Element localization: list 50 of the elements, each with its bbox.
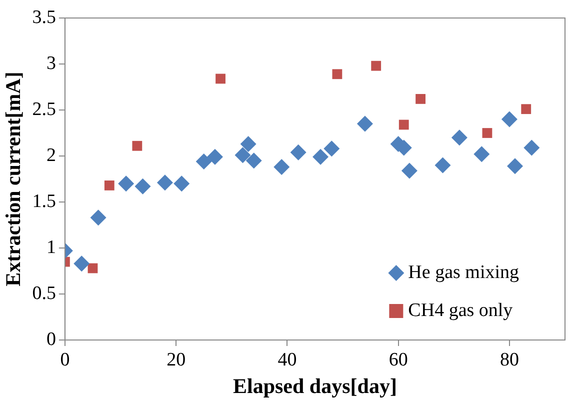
point — [356, 116, 373, 132]
point — [290, 144, 306, 160]
point — [398, 120, 409, 130]
point — [474, 146, 490, 162]
y-tick-label: 0.5 — [32, 282, 56, 304]
point — [174, 176, 190, 192]
x-axis-title: Elapsed days[day] — [232, 374, 397, 398]
y-tick-label: 1.5 — [32, 190, 56, 212]
point — [206, 148, 223, 165]
x-tick-label: 20 — [166, 349, 186, 370]
point — [524, 140, 540, 156]
point — [501, 111, 518, 128]
y-tick-label: 3.5 — [32, 6, 56, 28]
legend-label: CH4 gas only — [408, 300, 514, 321]
y-tick-label: 2 — [46, 144, 56, 166]
y-tick-label: 2.5 — [32, 98, 56, 120]
point — [324, 140, 340, 157]
point — [134, 178, 151, 194]
point — [451, 130, 468, 146]
x-tick-label: 0 — [60, 349, 70, 370]
point — [104, 180, 114, 190]
point — [196, 154, 212, 170]
y-tick-label: 0 — [46, 328, 56, 350]
point — [90, 210, 106, 226]
point — [506, 158, 523, 174]
legend-label: He gas mixing — [408, 262, 520, 283]
point — [234, 147, 251, 164]
point — [246, 152, 262, 169]
y-tick-label: 1 — [46, 236, 56, 258]
point — [434, 157, 451, 174]
point — [371, 60, 382, 71]
point — [132, 140, 142, 151]
point — [416, 94, 426, 104]
point — [216, 74, 226, 84]
x-tick-label: 60 — [388, 349, 408, 370]
point — [156, 174, 173, 191]
point — [274, 159, 290, 176]
point — [521, 104, 532, 114]
point — [74, 256, 90, 272]
point — [401, 162, 418, 179]
x-tick-label: 40 — [278, 349, 297, 370]
point — [240, 136, 256, 152]
point — [118, 176, 134, 192]
y-axis-title: Extraction current[mA] — [1, 72, 26, 286]
point — [482, 128, 492, 138]
x-tick-label: 80 — [500, 349, 519, 370]
point — [332, 69, 342, 80]
point — [88, 263, 98, 274]
y-tick-label: 3 — [46, 52, 56, 74]
point — [312, 148, 329, 165]
